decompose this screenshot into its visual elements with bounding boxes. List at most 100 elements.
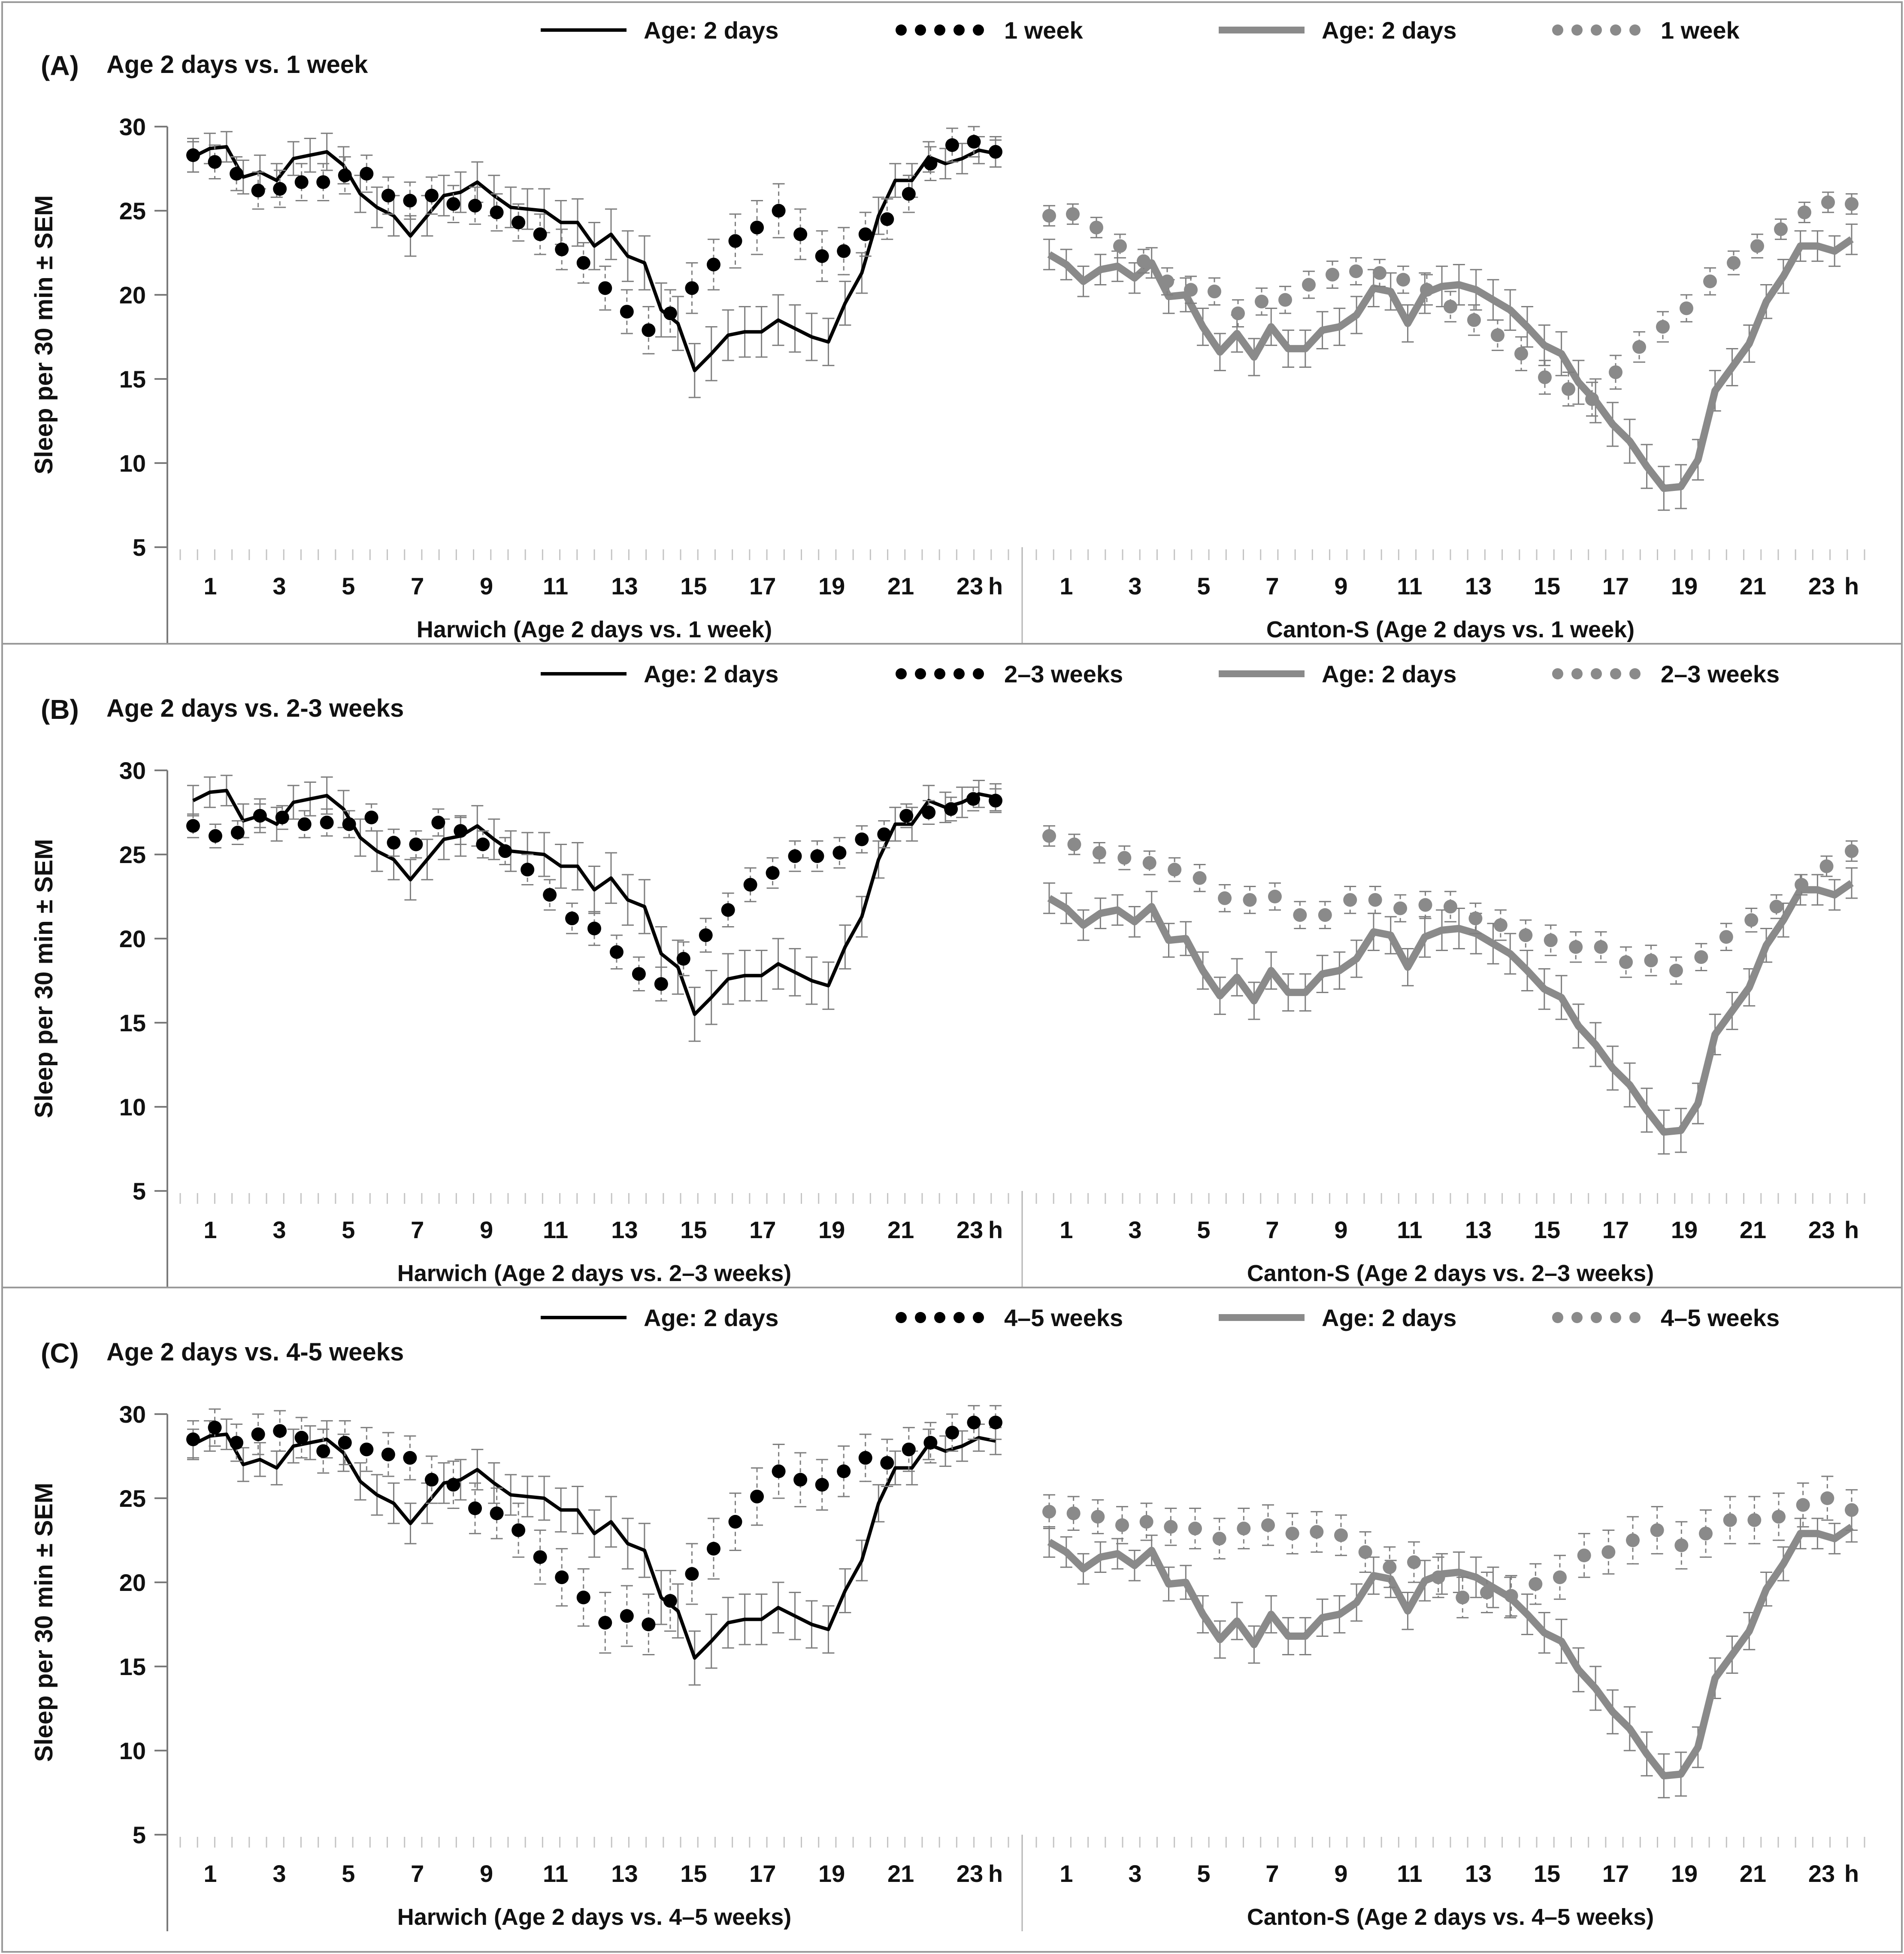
data-point xyxy=(338,168,352,182)
data-point xyxy=(1747,1513,1762,1527)
legend-dot-swatch xyxy=(1591,1312,1602,1323)
x-tick-label: 3 xyxy=(1128,1860,1141,1887)
data-point xyxy=(967,1415,981,1430)
series-line xyxy=(1043,1511,1858,1799)
y-tick-label: 20 xyxy=(119,282,146,309)
x-tick-label: 19 xyxy=(818,1216,845,1243)
series-dots xyxy=(1042,1475,1859,1618)
x-tick-label: 19 xyxy=(1671,573,1698,600)
data-point xyxy=(1444,900,1457,914)
legend-dot-swatch xyxy=(1629,1312,1641,1323)
error-bar xyxy=(1554,1554,1566,1600)
data-point xyxy=(1278,293,1292,307)
data-point xyxy=(793,227,808,241)
error-bar xyxy=(1232,299,1244,327)
data-point xyxy=(1562,382,1575,396)
error-bar xyxy=(1161,267,1173,296)
data-point xyxy=(1845,1503,1859,1517)
data-point xyxy=(186,819,200,833)
legend-dot-swatch xyxy=(1591,668,1602,679)
data-point xyxy=(1042,1505,1056,1519)
data-point xyxy=(1212,1532,1226,1546)
error-bar xyxy=(1469,903,1482,934)
x-tick-label: 5 xyxy=(342,1860,355,1887)
data-point xyxy=(1164,1520,1178,1534)
error-bar xyxy=(1657,311,1669,343)
legend-dot-swatch xyxy=(954,24,965,36)
error-bar xyxy=(1633,331,1645,363)
x-tick-label: 23 xyxy=(957,1860,983,1887)
data-point xyxy=(1632,340,1646,354)
series-line xyxy=(192,145,996,373)
legend-dot-swatch xyxy=(973,1312,984,1323)
data-point xyxy=(923,157,938,171)
data-point xyxy=(1042,209,1056,223)
data-point xyxy=(743,878,757,892)
data-point xyxy=(360,1442,374,1457)
data-point xyxy=(706,258,720,272)
error-bar xyxy=(621,1585,633,1647)
error-bar xyxy=(1185,276,1197,304)
data-point xyxy=(772,1464,786,1478)
data-point xyxy=(1160,274,1174,288)
data-point xyxy=(381,1448,395,1462)
error-bar xyxy=(432,808,445,837)
error-bar xyxy=(707,1518,720,1580)
data-point xyxy=(498,844,512,858)
x-tick-label: 17 xyxy=(1602,1860,1629,1887)
data-point xyxy=(832,846,847,860)
error-bar xyxy=(1570,931,1582,963)
series-line xyxy=(1043,223,1858,511)
data-point xyxy=(1772,1510,1786,1524)
legend-dot-swatch xyxy=(1610,24,1621,36)
error-bar xyxy=(1595,931,1607,963)
error-bar xyxy=(599,265,611,311)
data-point xyxy=(1703,274,1717,288)
y-tick-label: 20 xyxy=(119,1569,146,1596)
x-tick-label: 19 xyxy=(818,573,845,600)
x-axis-label: Harwich (Age 2 days vs. 2–3 weeks) xyxy=(397,1260,791,1286)
error-bar xyxy=(789,840,801,872)
error-bar xyxy=(1262,1504,1274,1546)
x-tick-label: 7 xyxy=(1265,1860,1279,1887)
data-point xyxy=(1699,1527,1713,1541)
y-tick-label: 25 xyxy=(119,1485,146,1512)
x-tick-label: 5 xyxy=(1197,1860,1210,1887)
x-tick-label: 3 xyxy=(272,1216,286,1243)
data-point xyxy=(1326,267,1339,282)
data-point xyxy=(902,187,916,201)
series-line xyxy=(1047,880,1854,1136)
legend-dot-swatch xyxy=(973,668,984,679)
data-point xyxy=(922,806,936,819)
data-point xyxy=(1845,844,1859,858)
error-bar xyxy=(968,126,980,158)
data-point xyxy=(1529,1577,1543,1591)
legend-label: Age: 2 days xyxy=(644,660,778,688)
data-point xyxy=(945,138,959,152)
error-bar xyxy=(1359,1531,1371,1573)
error-bar xyxy=(566,903,578,934)
x-tick-label: 3 xyxy=(272,1860,286,1887)
error-bar xyxy=(1256,287,1268,316)
data-point xyxy=(338,1436,352,1450)
error-bar xyxy=(1720,923,1732,951)
error-bar xyxy=(1695,943,1707,971)
error-bar xyxy=(1319,901,1331,929)
data-point xyxy=(1368,893,1382,907)
data-point xyxy=(899,809,914,823)
series-dots xyxy=(1042,191,1859,417)
data-point xyxy=(1418,898,1432,912)
error-bar xyxy=(686,1543,698,1605)
legend-dot-swatch xyxy=(896,1312,907,1323)
legend-dot-swatch xyxy=(1571,24,1583,36)
data-point xyxy=(1519,928,1533,942)
error-bar xyxy=(902,1427,915,1472)
legend-dot-swatch xyxy=(934,1312,945,1323)
data-point xyxy=(521,863,535,877)
error-bar xyxy=(1797,1482,1809,1528)
data-point xyxy=(1302,278,1316,292)
legend-item: 4–5 weeks xyxy=(1552,1304,1780,1331)
data-point xyxy=(1609,365,1622,379)
legend-item: Age: 2 days xyxy=(1219,17,1456,44)
data-point xyxy=(533,1550,547,1564)
